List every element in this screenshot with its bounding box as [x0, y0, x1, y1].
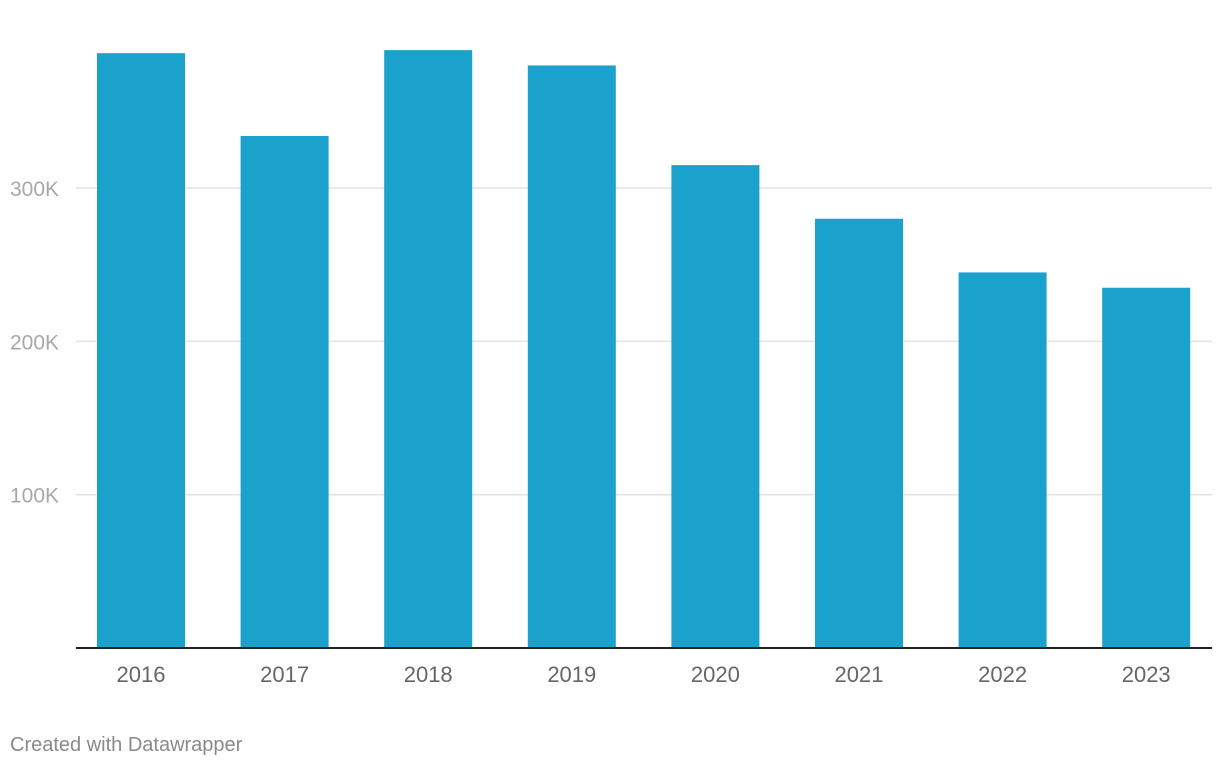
y-axis-tick-labels: 100K 200K 300K — [10, 178, 59, 508]
y-tick-label: 300K — [10, 178, 59, 201]
bar-2019 — [527, 65, 616, 648]
bar-2017 — [240, 135, 329, 648]
x-tick-label: 2019 — [547, 662, 596, 687]
x-axis-tick-labels: 2016 2017 2018 2019 2020 2021 2022 2023 — [117, 662, 1171, 687]
credit-text: Created with Datawrapper — [10, 734, 243, 756]
bar-2021 — [815, 218, 903, 648]
x-tick-label: 2017 — [260, 662, 309, 687]
x-tick-label: 2023 — [1122, 662, 1171, 687]
x-tick-label: 2022 — [978, 662, 1027, 687]
x-tick-label: 2018 — [404, 662, 453, 687]
x-tick-label: 2016 — [117, 662, 166, 687]
bar-2022 — [958, 272, 1047, 648]
y-tick-label: 200K — [10, 331, 59, 354]
x-tick-label: 2020 — [691, 662, 740, 687]
bar-2018 — [384, 50, 473, 648]
bar-2016 — [97, 53, 185, 649]
bar-2023 — [1102, 287, 1191, 648]
bars — [97, 50, 1191, 649]
x-tick-label: 2021 — [835, 662, 884, 687]
y-tick-label: 100K — [10, 485, 59, 508]
bar-2020 — [671, 165, 760, 649]
